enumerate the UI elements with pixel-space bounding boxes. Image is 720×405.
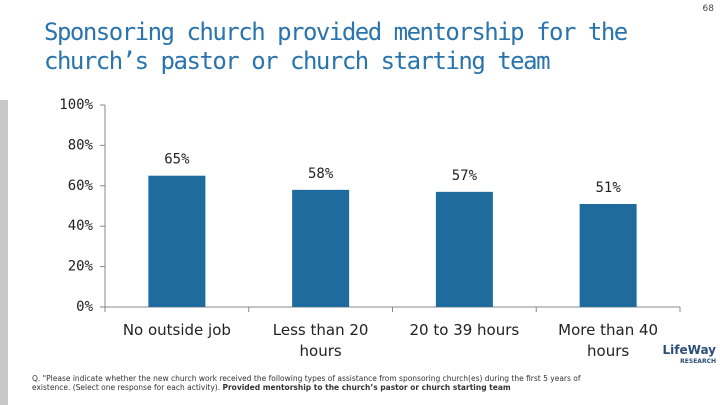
- footnote-bold: Provided mentorship to the church’s past…: [222, 383, 511, 392]
- bar: [579, 203, 637, 307]
- value-label: 57%: [452, 168, 478, 184]
- logo-name: LifeWay: [662, 343, 716, 357]
- x-tick-label: 20 to 39 hours: [409, 321, 520, 339]
- chart-title: Sponsoring church provided mentorship fo…: [44, 18, 628, 75]
- y-tick-label: 60%: [68, 178, 94, 194]
- y-tick-label: 40%: [68, 218, 94, 234]
- page-number: 68: [702, 4, 714, 14]
- bar: [435, 191, 493, 307]
- x-tick-label: No outside job: [122, 321, 231, 339]
- footnote: Q. "Please indicate whether the new chur…: [32, 374, 612, 392]
- value-label: 51%: [595, 180, 621, 196]
- footnote-text: Q. "Please indicate whether the new chur…: [32, 374, 581, 392]
- value-label: 58%: [308, 166, 334, 182]
- side-bar: [0, 100, 8, 405]
- logo-sub: RESEARCH: [680, 358, 716, 365]
- y-tick-label: 20%: [68, 259, 94, 275]
- y-tick-label: 100%: [59, 97, 93, 113]
- bar: [148, 175, 206, 307]
- value-label: 65%: [164, 152, 190, 168]
- y-tick-label: 0%: [76, 299, 93, 315]
- y-tick-label: 80%: [68, 137, 94, 153]
- x-tick-label: Less than 20 hours: [272, 321, 369, 360]
- x-tick-label: More than 40 hours: [558, 321, 659, 360]
- logo: LifeWay RESEARCH: [663, 344, 716, 368]
- bar: [292, 189, 350, 307]
